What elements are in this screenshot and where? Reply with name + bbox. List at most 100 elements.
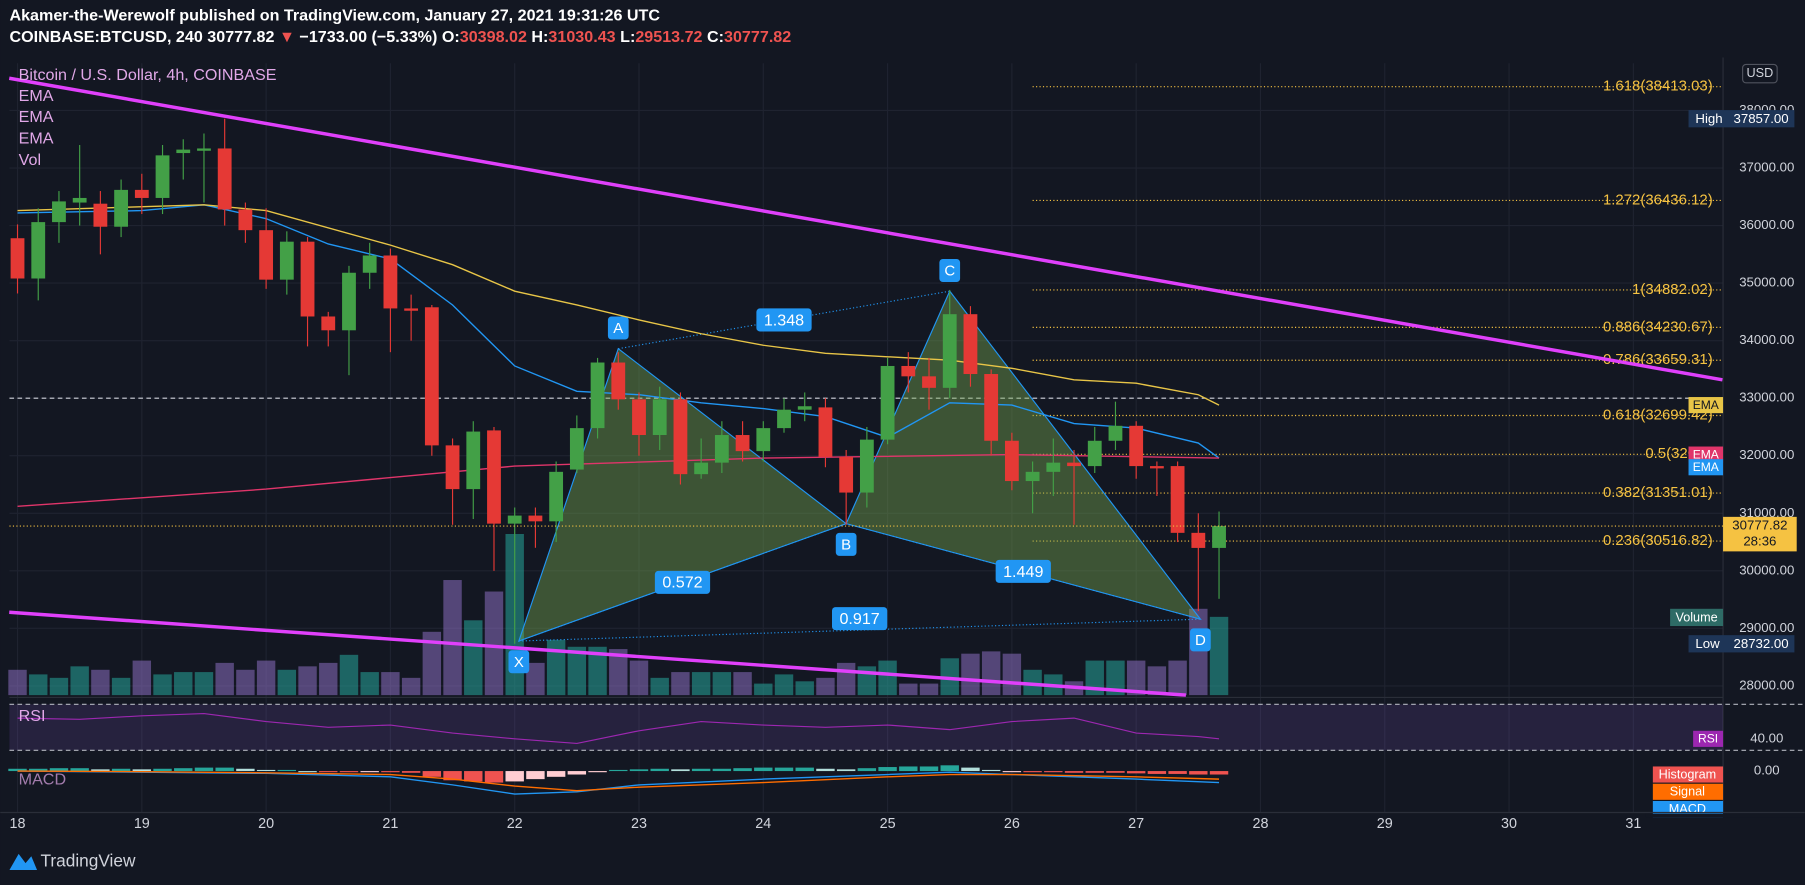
volume-bar: [194, 672, 214, 696]
volume-bar: [401, 677, 421, 696]
histogram-bar: [1085, 771, 1104, 773]
candle-body: [300, 241, 315, 317]
candle-body: [404, 308, 419, 311]
volume-bar: [733, 672, 752, 696]
rsi-tag-box: [1693, 730, 1724, 747]
histogram-bar: [339, 771, 359, 773]
volume-bar: [1085, 660, 1104, 696]
ema-line: [17, 204, 1220, 406]
ratio-box: [756, 308, 812, 332]
macd-tag-box: [1652, 766, 1724, 783]
histogram-bar: [277, 769, 297, 772]
change: −1733.00 (−5.33%): [299, 28, 437, 46]
extreme-tag-box: [1688, 635, 1795, 653]
candle-body: [507, 515, 522, 524]
histogram-bar: [8, 768, 27, 772]
ratio-box: [995, 559, 1051, 583]
histogram-bar: [443, 771, 462, 781]
volume-bar: [1189, 608, 1208, 696]
point-label: X: [514, 654, 524, 671]
candle-body: [217, 148, 232, 210]
histogram-bar: [712, 768, 732, 772]
volume-bar: [546, 639, 566, 696]
volume-bar: [961, 653, 980, 696]
candle-body: [31, 222, 46, 279]
histogram-bar: [526, 771, 545, 780]
histogram-bar: [153, 768, 172, 772]
legend-entry: EMA: [19, 108, 54, 126]
volume-bar: [381, 672, 400, 696]
histogram-bar: [91, 769, 110, 772]
volume-bar: [878, 660, 897, 696]
logo: [9, 853, 38, 871]
candle-body: [859, 439, 874, 493]
candle-body: [197, 148, 211, 151]
x-tick-label: 27: [1128, 816, 1144, 832]
macd-name: MACD: [19, 771, 66, 789]
volume-bar: [940, 658, 959, 696]
point-box: [607, 316, 629, 340]
ema-tag-box: [1688, 459, 1724, 476]
volume-tag: Volume: [1675, 610, 1717, 624]
volume-bar: [8, 669, 27, 696]
candle-body: [777, 409, 791, 429]
ema-tag: EMA: [1693, 447, 1720, 461]
ema-tag: EMA: [1693, 398, 1720, 412]
ratio-label: 1.449: [1003, 563, 1043, 581]
x-tick-label: 22: [507, 816, 523, 832]
volume-bar: [816, 677, 835, 696]
y-tick-label: 36000.00: [1739, 217, 1794, 232]
volume-bar: [795, 681, 814, 696]
histogram-bar: [464, 771, 483, 782]
rsi-tick-label: 40.00: [1750, 730, 1783, 745]
rsi-tag: RSI: [1698, 732, 1718, 746]
y-tick-label: 28000.00: [1739, 677, 1794, 692]
x-tick-label: 21: [382, 816, 398, 832]
fib-label: 0.618(32699.42): [1603, 406, 1713, 423]
histogram-bar: [816, 768, 835, 772]
histogram-bar: [505, 771, 524, 782]
ema-line: [17, 453, 1220, 508]
candle-body: [590, 362, 605, 429]
macd-tag: Signal: [1670, 785, 1705, 799]
last-price-tag: 30777.82: [1732, 518, 1787, 533]
histogram-bar: [629, 769, 649, 772]
candle-body: [1108, 425, 1123, 441]
histogram-bar: [588, 771, 607, 773]
volume-bar: [609, 649, 628, 696]
candle-body: [942, 314, 957, 388]
currency: USD: [1747, 66, 1774, 80]
extreme-tag-price: 37857.00: [1734, 111, 1789, 126]
l-label: L:: [620, 28, 635, 46]
histogram-bar: [609, 769, 628, 772]
point-box: [508, 650, 530, 674]
volume-bar: [70, 666, 89, 696]
candle-body: [279, 241, 294, 280]
histogram-bar: [836, 769, 856, 772]
h-label: H:: [531, 28, 548, 46]
volume-bar: [153, 674, 172, 696]
extreme-tag-price: 28732.00: [1734, 636, 1789, 651]
volume-bar: [919, 683, 939, 696]
y-tick-label: 37000.00: [1739, 160, 1794, 175]
legend-entry: EMA: [19, 130, 54, 148]
c: 30777.82: [724, 28, 791, 46]
candle-body: [673, 399, 688, 475]
rsi-name: RSI: [19, 707, 46, 725]
candle-body: [652, 399, 667, 436]
volume-bar: [671, 672, 690, 696]
candle-body: [797, 406, 812, 410]
point-box: [939, 258, 961, 282]
histogram-bar: [360, 771, 379, 773]
histogram-bar: [940, 765, 959, 772]
volume-bar: [1209, 616, 1229, 696]
footer: TradingView: [41, 851, 136, 871]
volume-bar: [464, 620, 483, 696]
y-tick-label: 30000.00: [1739, 562, 1794, 577]
rsi-band: [9, 704, 1724, 751]
l: 29513.72: [635, 28, 702, 46]
candle-body: [1025, 471, 1040, 482]
time-axis-cover: [1645, 813, 1805, 818]
volume-bar: [1168, 660, 1187, 696]
